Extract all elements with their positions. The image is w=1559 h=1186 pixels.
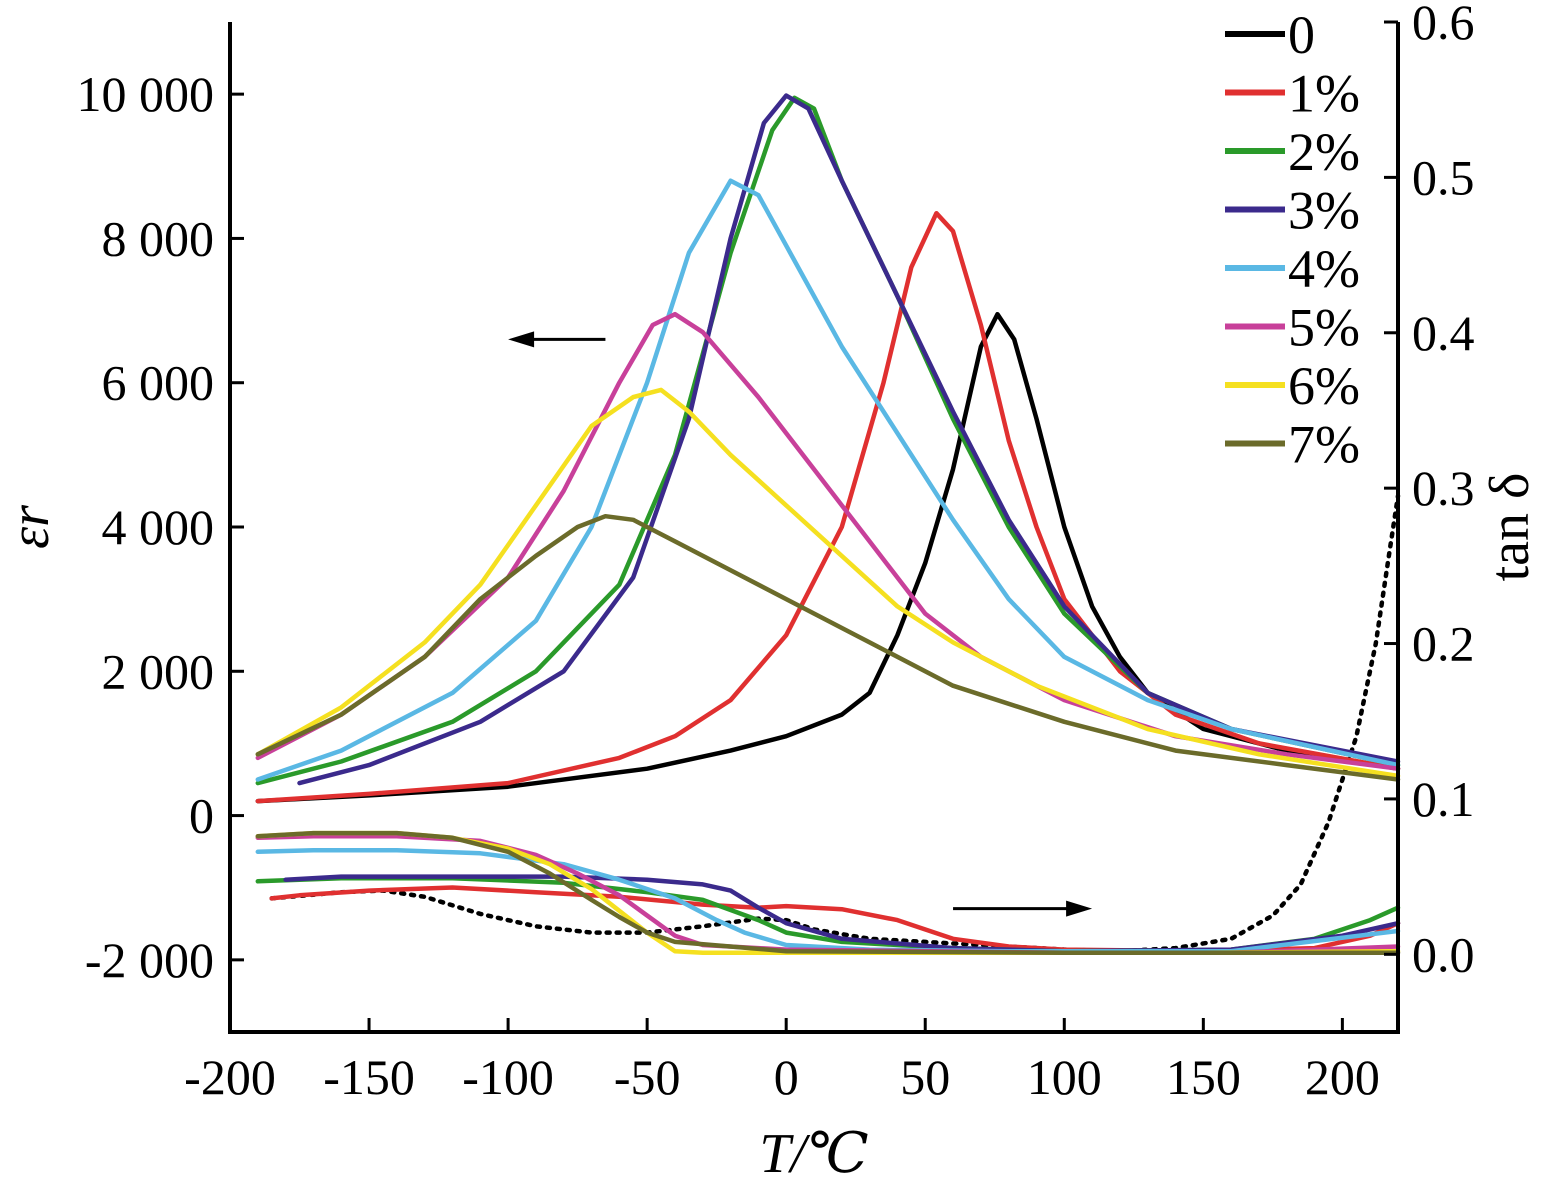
ticks-layer: -200 -150 -100 -50 0 50 100 150 200 10 000 8 000 6 … [77,0,1475,1105]
left-y-tick-label: 4 000 [102,499,215,555]
x-tick-label: 100 [1027,1049,1102,1105]
right-y-tick-label: 0.0 [1412,926,1475,982]
left-y-tick-label: 10 000 [77,66,215,122]
x-axis-title: T/℃ [759,1123,868,1181]
x-tick-label: -50 [614,1049,681,1105]
annotations [508,331,1093,917]
right-y-axis-title: tan δ [1479,473,1541,582]
x-tick-label: 0 [774,1049,799,1105]
left-y-axis-title: εr [0,505,61,549]
right-y-tick-label: 0.5 [1412,149,1475,205]
series-epsilon-1 [255,210,1401,804]
series-epsilon-2 [255,95,1401,786]
x-tick-label: 50 [900,1049,950,1105]
left-y-tick-label: 2 000 [102,643,215,699]
left-y-tick-label: 8 000 [102,210,215,266]
series-epsilon-0 [255,311,1401,804]
left-y-tick-label: 6 000 [102,355,215,411]
left-y-tick-label: 0 [189,788,214,844]
legend-label-4: 4% [1288,239,1360,299]
series-tan-delta-0 [269,493,1401,954]
right-y-tick-label: 0.2 [1412,616,1475,672]
arrow-head-1 [1066,900,1093,917]
legend-label-7: 7% [1288,415,1360,475]
series-tan-delta-7 [255,830,1401,956]
left-y-tick-label: -2 000 [85,932,214,988]
legend-label-6: 6% [1288,356,1360,416]
legend-label-2: 2% [1288,122,1360,182]
legend-label-5: 5% [1288,298,1360,358]
legend-label-0: 0 [1288,5,1315,65]
series-epsilon-6 [255,387,1401,779]
series-epsilon-3 [297,93,1401,786]
series-layer [255,93,1401,956]
x-tick-label: 200 [1305,1049,1380,1105]
x-tick-label: -100 [462,1049,554,1105]
x-tick-label: -200 [184,1049,276,1105]
x-tick-label: -150 [323,1049,415,1105]
arrow-head-0 [508,331,535,348]
legend-label-1: 1% [1288,64,1360,124]
series-epsilon-4 [255,178,1401,782]
legend: 01%2%3%4%5%6%7% [1225,5,1360,475]
right-y-tick-label: 0.3 [1412,460,1475,516]
right-y-tick-label: 0.6 [1412,0,1475,50]
series-epsilon-7 [255,513,1401,782]
legend-label-3: 3% [1288,181,1360,241]
right-y-tick-label: 0.4 [1412,305,1475,361]
x-tick-label: 150 [1166,1049,1241,1105]
right-y-tick-label: 0.1 [1412,771,1475,827]
